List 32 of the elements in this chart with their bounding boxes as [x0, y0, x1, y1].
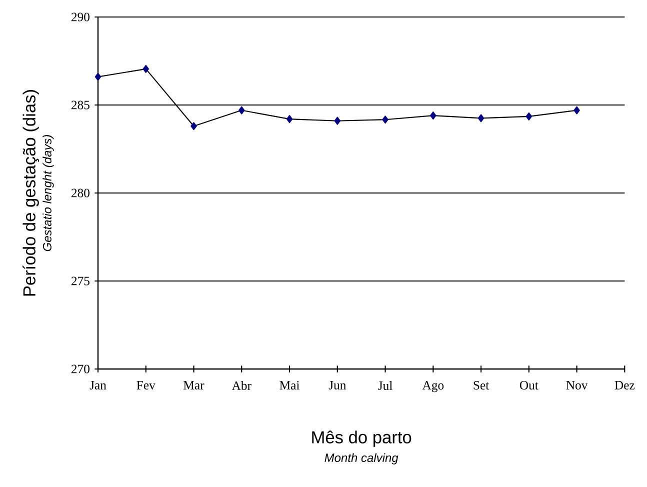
x-tick-label: Jun [328, 381, 346, 390]
point [382, 116, 388, 124]
x-tick-label: Out [520, 381, 538, 390]
y-tick-label: 290 [72, 12, 90, 22]
point [334, 116, 341, 125]
x-tick-label: Nov [566, 381, 588, 390]
y-axis-title: Período de gestação (dias) [22, 90, 39, 296]
x-tick-label: Jan [90, 381, 106, 390]
point [94, 72, 102, 81]
point [190, 122, 197, 130]
x-tick-label: Set [474, 381, 490, 390]
x-axis-title: Mês do parto [312, 430, 412, 447]
point [238, 106, 245, 114]
point [526, 112, 532, 120]
y-tick-label: 270 [72, 364, 90, 374]
x-tick-label: Jul [378, 381, 392, 390]
point [478, 114, 484, 122]
point [574, 106, 580, 114]
x-tick-label: Dez [614, 381, 635, 390]
x-tick-label: Ago [422, 381, 444, 392]
x-tick-label: Abr [232, 381, 252, 390]
y-tick-label: 280 [72, 188, 90, 198]
x-tick-label: Fev [136, 381, 156, 390]
y-tick-label: 275 [72, 276, 90, 286]
point [430, 112, 436, 120]
text: Gestatio lenght (days) [42, 135, 54, 252]
point [286, 115, 293, 124]
y-tick-label: 285 [72, 100, 90, 110]
text: Month calving [324, 453, 398, 464]
x-tick-label: Mar [184, 381, 204, 390]
x-tick-label: Mai [280, 381, 300, 390]
point [142, 64, 150, 73]
